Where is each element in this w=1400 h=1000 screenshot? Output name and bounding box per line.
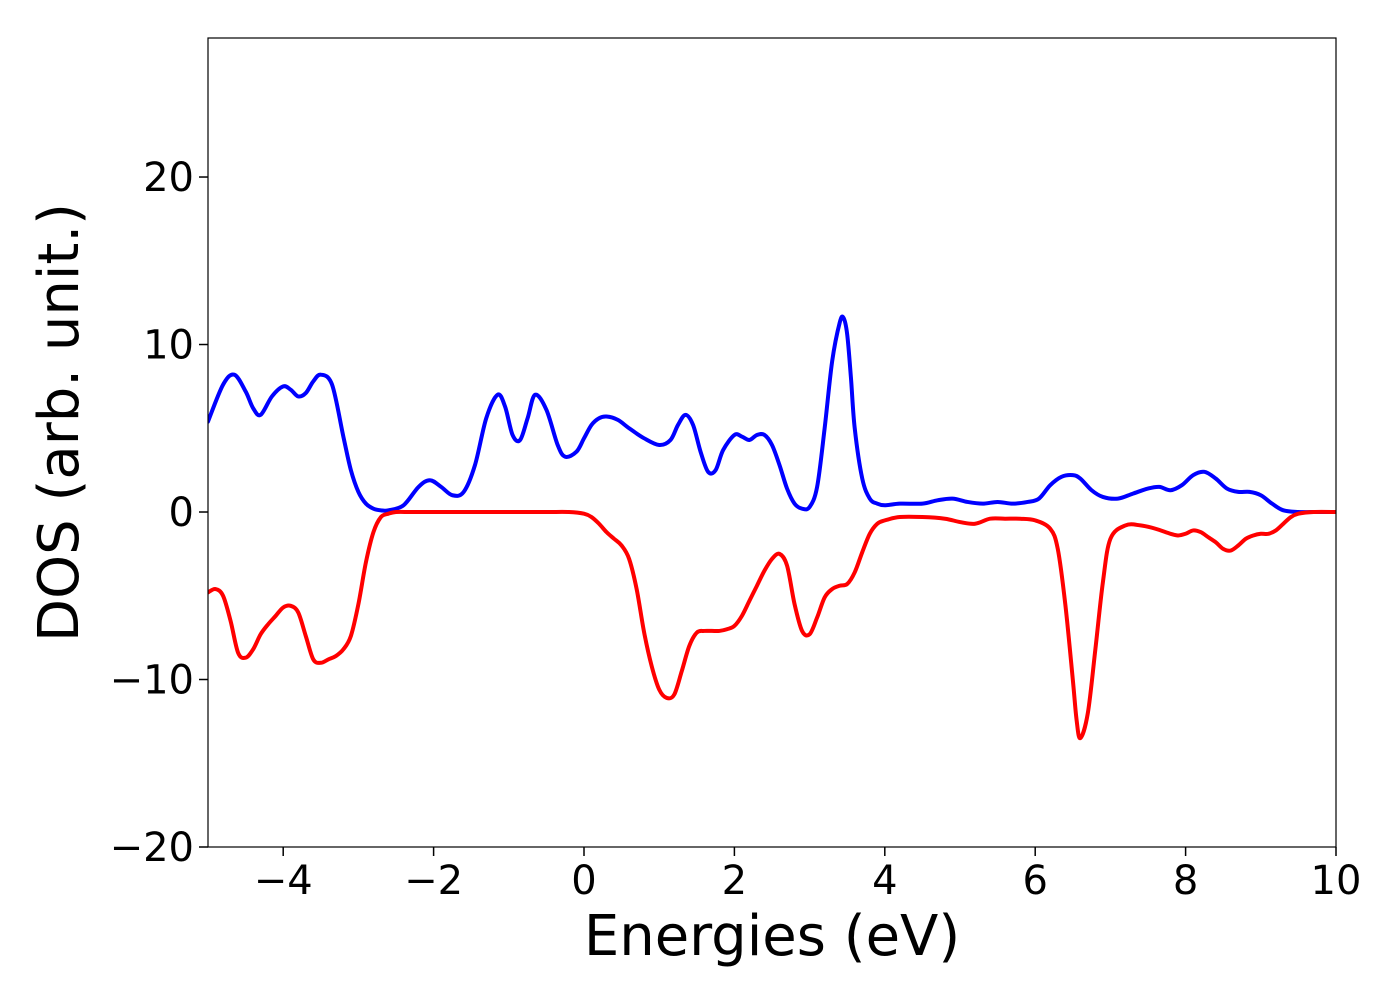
y-tick-label: 0 <box>169 490 194 536</box>
x-tick-label: 8 <box>1173 858 1198 904</box>
y-tick-label: 10 <box>143 323 194 369</box>
x-tick-label: 0 <box>571 858 596 904</box>
x-tick-label: −4 <box>254 858 313 904</box>
series-line-1 <box>208 314 1336 515</box>
x-tick-label: 4 <box>872 858 897 904</box>
plot-frame <box>207 37 1337 848</box>
y-axis-title: DOS (arb. unit.) <box>27 203 92 642</box>
y-tick-label: 20 <box>143 155 194 201</box>
x-tick-label: 2 <box>722 858 747 904</box>
y-tick-label: −10 <box>110 658 194 704</box>
x-tick-label: 10 <box>1311 858 1362 904</box>
series-line-2 <box>208 509 1336 741</box>
y-tick-label: −20 <box>110 825 194 871</box>
series-layer <box>208 314 1336 741</box>
y-axis-ticks: −20 −10 0 10 20 <box>110 155 208 871</box>
x-axis-ticks: −4 −2 0 2 4 6 8 10 <box>254 847 1362 904</box>
x-tick-label: 6 <box>1022 858 1047 904</box>
x-axis-title: Energies (eV) <box>584 904 960 969</box>
x-tick-label: −2 <box>404 858 463 904</box>
